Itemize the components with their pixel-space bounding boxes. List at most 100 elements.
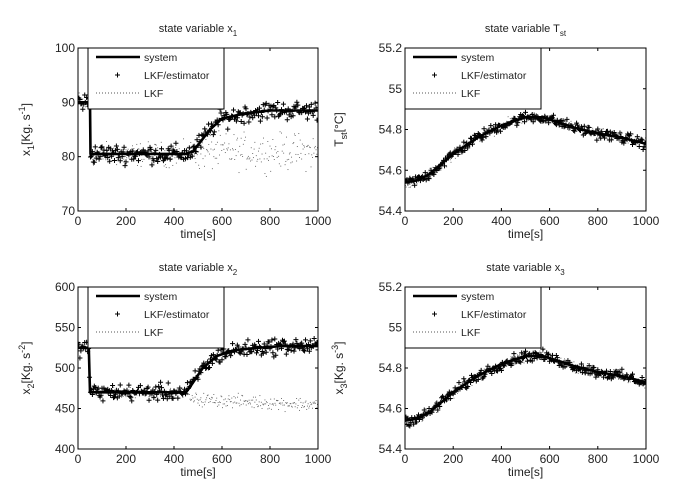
lkf-dot [240, 404, 242, 406]
estimator-marker [149, 162, 155, 168]
lkf-dot [223, 148, 225, 150]
lkf-dot [506, 127, 508, 129]
lkf-dot [201, 142, 203, 144]
lkf-dot [295, 403, 297, 405]
lkf-dot [506, 364, 508, 365]
estimator-marker [228, 353, 234, 359]
lkf-dot [128, 157, 130, 159]
estimator-marker [315, 105, 318, 111]
lkf-dot [614, 377, 616, 379]
estimator-marker [447, 395, 453, 401]
lkf-dot [172, 164, 174, 166]
lkf-dot [229, 401, 231, 403]
lkf-dot [267, 141, 269, 142]
lkf-dot [244, 140, 246, 141]
y-tick-label: 54.8 [379, 361, 403, 375]
lkf-dot [440, 169, 442, 171]
lkf-dot [249, 157, 251, 159]
lkf-dot [486, 128, 488, 130]
lkf-dot [600, 374, 602, 376]
estimator-marker [266, 339, 272, 345]
lkf-dot [117, 150, 119, 152]
lkf-dot [525, 352, 527, 353]
lkf-dot [309, 146, 311, 148]
lkf-dot [434, 409, 436, 411]
lkf-dot [124, 160, 125, 162]
lkf-dot [299, 139, 301, 141]
lkf-dot [186, 394, 188, 396]
lkf-dot [235, 155, 237, 157]
lkf-dot [286, 159, 288, 161]
lkf-dot [226, 401, 228, 403]
lkf-dot [277, 151, 279, 152]
estimator-marker [96, 156, 102, 162]
estimator-marker [630, 142, 636, 148]
lkf-dot [645, 137, 646, 139]
estimator-marker [92, 144, 98, 150]
lkf-dot [527, 119, 529, 121]
lkf-dot [213, 156, 215, 158]
estimator-marker [498, 367, 504, 373]
lkf-dot [111, 389, 113, 391]
lkf-dot [564, 121, 565, 123]
y-label-part: -2 [17, 345, 27, 353]
lkf-dot [207, 151, 209, 153]
lkf-dot [107, 394, 109, 396]
lkf-dot [315, 149, 317, 151]
estimator-marker [269, 337, 275, 343]
estimator-marker [283, 351, 289, 357]
lkf-dot [196, 398, 198, 400]
lkf-dot [435, 401, 437, 403]
lkf-dot [453, 397, 455, 399]
legend-label: system [461, 52, 495, 64]
lkf-dot [425, 416, 427, 417]
lkf-dot [214, 402, 216, 404]
lkf-dot [272, 403, 274, 405]
lkf-dot [411, 185, 413, 187]
lkf-dot [537, 114, 539, 115]
estimator-marker [288, 347, 294, 353]
lkf-dot [142, 161, 143, 163]
estimator-marker [167, 156, 173, 162]
lkf-dot [188, 158, 190, 160]
lkf-dot [278, 402, 280, 404]
lkf-dot [234, 149, 236, 151]
system-line [405, 116, 646, 184]
estimator-marker [249, 349, 255, 355]
estimator-marker [302, 348, 308, 354]
y-axis-label: x1[Kg. s-1] [17, 103, 36, 156]
estimator-marker [311, 335, 317, 341]
lkf-dot [201, 148, 203, 150]
lkf-dot [165, 164, 167, 166]
lkf-dot [306, 408, 308, 410]
lkf-dot [480, 140, 482, 142]
lkf-dot [572, 363, 573, 365]
lkf-dot [289, 403, 291, 405]
estimator-marker [135, 158, 141, 164]
y-label-part: 2 [26, 384, 36, 389]
lkf-dot [312, 401, 314, 403]
estimator-marker [293, 337, 299, 343]
lkf-dot [209, 153, 210, 155]
estimator-marker [244, 352, 250, 358]
estimator-marker [481, 126, 487, 132]
lkf-dot [253, 148, 255, 150]
lkf-dot [274, 402, 276, 404]
lkf-dot [195, 162, 197, 164]
legend: system LKF/estimator LKF [87, 47, 225, 110]
estimator-marker [578, 361, 584, 367]
lkf-dot [427, 171, 429, 173]
lkf-dot [222, 144, 224, 146]
lkf-dot [174, 396, 176, 398]
title-text: state variable x [159, 23, 233, 35]
lkf-dot [190, 399, 192, 401]
lkf-dot [530, 113, 532, 115]
lkf-dot [506, 120, 508, 122]
lkf-dot [124, 156, 126, 157]
lkf-dot [310, 166, 312, 168]
lkf-dot [292, 143, 294, 145]
lkf-dot [232, 148, 233, 150]
lkf-dot [313, 152, 315, 154]
lkf-dot [236, 402, 238, 404]
